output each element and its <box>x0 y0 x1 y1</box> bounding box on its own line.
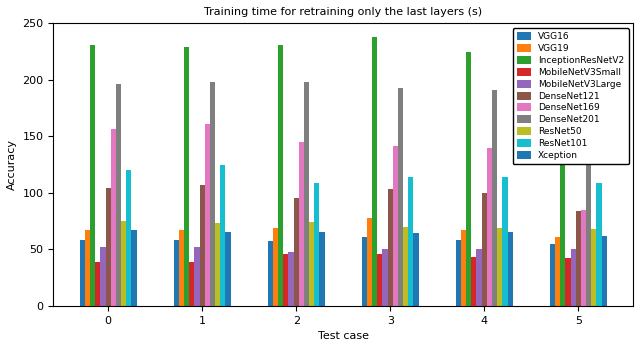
Bar <box>95 262 100 306</box>
Bar <box>121 221 126 306</box>
Bar <box>408 177 413 306</box>
Bar <box>85 230 90 306</box>
Bar <box>106 188 111 306</box>
Bar <box>362 237 367 306</box>
Bar <box>116 84 121 306</box>
Legend: VGG16, VGG19, InceptionResNetV2, MobileNetV3Small, MobileNetV3Large, DenseNet121: VGG16, VGG19, InceptionResNetV2, MobileN… <box>513 28 628 164</box>
Bar <box>195 247 200 306</box>
Bar <box>284 254 289 306</box>
Bar <box>575 211 581 306</box>
Bar <box>461 230 466 306</box>
Bar <box>502 177 508 306</box>
Bar <box>268 242 273 306</box>
Bar <box>220 165 225 306</box>
Bar <box>508 232 513 306</box>
Bar <box>602 236 607 306</box>
Bar <box>131 230 136 306</box>
Bar <box>398 88 403 306</box>
Bar <box>184 47 189 306</box>
Bar <box>309 222 314 306</box>
Bar <box>586 114 591 306</box>
Bar <box>378 254 383 306</box>
Bar <box>100 247 106 306</box>
Bar <box>581 210 586 306</box>
Bar <box>189 262 195 306</box>
Bar <box>393 147 398 306</box>
Title: Training time for retraining only the last layers (s): Training time for retraining only the la… <box>204 7 483 17</box>
Bar <box>80 240 85 306</box>
Bar <box>372 37 378 306</box>
Bar <box>403 227 408 306</box>
X-axis label: Test case: Test case <box>317 331 369 341</box>
Bar <box>179 230 184 306</box>
Bar <box>273 228 278 306</box>
Bar <box>477 249 482 306</box>
Bar <box>90 45 95 306</box>
Bar <box>200 185 205 306</box>
Bar <box>388 189 393 306</box>
Bar <box>210 82 215 306</box>
Bar <box>497 228 502 306</box>
Bar <box>294 198 299 306</box>
Bar <box>289 252 294 306</box>
Bar <box>319 232 324 306</box>
Bar <box>367 218 372 306</box>
Bar <box>487 148 492 306</box>
Bar <box>456 240 461 306</box>
Bar <box>299 142 304 306</box>
Bar <box>555 237 560 306</box>
Bar <box>383 249 388 306</box>
Bar <box>304 82 309 306</box>
Bar <box>278 45 284 306</box>
Bar <box>225 232 230 306</box>
Bar <box>471 257 477 306</box>
Bar <box>565 258 570 306</box>
Bar <box>111 129 116 306</box>
Bar <box>314 183 319 306</box>
Bar <box>570 249 575 306</box>
Bar <box>550 244 555 306</box>
Bar <box>560 52 565 306</box>
Bar <box>126 170 131 306</box>
Bar <box>466 52 471 306</box>
Bar <box>482 193 487 306</box>
Bar <box>215 223 220 306</box>
Y-axis label: Accuracy: Accuracy <box>7 139 17 190</box>
Bar <box>596 183 602 306</box>
Bar <box>591 229 596 306</box>
Bar <box>492 90 497 306</box>
Bar <box>173 240 179 306</box>
Bar <box>205 124 210 306</box>
Bar <box>413 234 419 306</box>
